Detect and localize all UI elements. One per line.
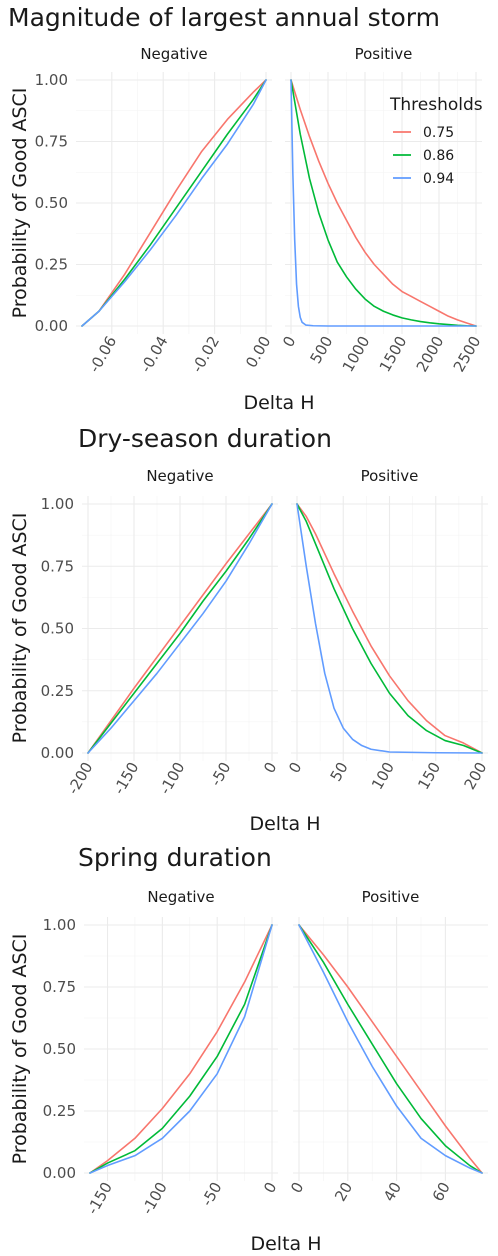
panel-negative: Negative 0.00 0.25 0.50 0.75 1.00 -150 -100 -50 0 — [43, 888, 281, 1217]
x-tick-label: 50 — [327, 759, 352, 785]
series-line-075 — [87, 503, 273, 754]
y-tick-label: 1.00 — [41, 495, 74, 513]
y-tick-label: 0.75 — [35, 133, 68, 151]
x-tick-label: -0.04 — [137, 333, 172, 376]
series-line-094 — [296, 503, 483, 754]
x-tick-label: 2500 — [450, 333, 485, 375]
panel-negative: Negative 0.00 0.25 0.50 0.75 1.00 -200 -150 -100… — [41, 467, 281, 797]
x-tick-label: 150 — [414, 759, 444, 793]
y-axis-title: Probability of Good ASCI — [9, 513, 31, 744]
x-tick-label: 20 — [331, 1179, 356, 1205]
x-tick-label: 1500 — [376, 333, 411, 375]
x-tick-label: 40 — [380, 1179, 405, 1205]
series-line-086 — [296, 503, 483, 754]
chart-title: Spring duration — [78, 843, 272, 872]
x-axis-title: Delta H — [249, 813, 320, 835]
x-tick-label: -150 — [110, 759, 143, 797]
panel-positive: Positive 0 20 40 60 — [287, 888, 488, 1205]
panel-positive: Positive 0 50 100 150 200 — [285, 467, 490, 793]
legend-label: 0.75 — [423, 125, 454, 141]
y-tick-label: 0.25 — [41, 682, 74, 700]
y-axis-title: Probability of Good ASCI — [9, 88, 31, 319]
x-tick-label: -150 — [83, 1179, 116, 1217]
x-tick-label: -0.06 — [85, 333, 120, 376]
x-tick-label: -100 — [156, 759, 189, 797]
legend-title: Thresholds — [389, 95, 483, 115]
y-tick-label: 0.00 — [43, 1164, 76, 1182]
y-tick-label: 0.25 — [43, 1102, 76, 1120]
x-tick-label: 0 — [260, 1179, 280, 1196]
series-line-075 — [298, 924, 483, 1174]
x-tick-label: 1000 — [339, 333, 374, 375]
y-axis-title: Probability of Good ASCI — [9, 934, 31, 1165]
series-line-075 — [89, 924, 273, 1174]
y-tick-label: 0.25 — [35, 256, 68, 274]
x-tick-label: 60 — [429, 1179, 454, 1205]
series-line-094 — [87, 503, 273, 754]
strip-label: Positive — [361, 467, 419, 485]
x-tick-label: -50 — [198, 1179, 226, 1209]
x-tick-label: 500 — [307, 333, 337, 367]
x-tick-label: 2000 — [413, 333, 448, 375]
series-line-094 — [81, 79, 267, 327]
x-tick-label: -50 — [207, 759, 235, 789]
x-tick-label: 0.00 — [242, 333, 274, 371]
series-line-094 — [298, 924, 483, 1174]
x-axis-title: Delta H — [243, 392, 314, 414]
chart-3: Spring duration Negative 0.00 0.25 0.50 0.75 1… — [9, 843, 488, 1255]
x-tick-label: -200 — [64, 759, 97, 797]
y-tick-label: 0.00 — [35, 317, 68, 335]
strip-label: Negative — [146, 467, 213, 485]
strip-label: Negative — [140, 45, 207, 63]
x-tick-label: -100 — [138, 1179, 171, 1217]
series-line-086 — [298, 924, 483, 1174]
series-line-086 — [290, 79, 477, 327]
x-axis-title: Delta H — [250, 1233, 321, 1255]
legend-label: 0.94 — [423, 171, 454, 187]
strip-label: Positive — [355, 45, 413, 63]
x-tick-label: 200 — [461, 759, 491, 793]
chart-2: Dry-season duration Negative 0.00 0.25 0.50 0… — [9, 424, 490, 835]
series-line-075 — [296, 503, 483, 754]
y-tick-label: 0.50 — [43, 1040, 76, 1058]
x-tick-label: 0 — [260, 759, 280, 776]
y-tick-label: 0.50 — [35, 194, 68, 212]
panel-positive: Positive 0 500 1000 1500 2000 2500 — [279, 45, 484, 375]
y-tick-label: 1.00 — [43, 916, 76, 934]
x-tick-label: 0 — [279, 333, 299, 350]
series-line-094 — [89, 924, 273, 1174]
y-tick-label: 1.00 — [35, 71, 68, 89]
strip-label: Negative — [147, 888, 214, 906]
panel-negative: Negative 0.00 0.25 0.50 0.75 1.00 -0.06 -0.04 -0… — [35, 45, 275, 376]
x-tick-label: 100 — [368, 759, 398, 793]
chart-title: Magnitude of largest annual storm — [8, 3, 440, 32]
x-tick-label: 0 — [287, 1179, 307, 1196]
series-line-075 — [81, 79, 267, 327]
y-tick-label: 0.75 — [43, 978, 76, 996]
x-tick-label: -0.02 — [188, 333, 223, 376]
y-tick-label: 0.00 — [41, 744, 74, 762]
series-line-086 — [89, 924, 273, 1174]
series-line-094 — [290, 79, 477, 327]
series-line-086 — [87, 503, 273, 754]
series-line-075 — [290, 79, 477, 327]
x-tick-label: 0 — [285, 759, 305, 776]
chart-1: Magnitude of largest annual storm Negativ… — [8, 3, 484, 414]
chart-title: Dry-season duration — [78, 424, 332, 453]
legend-label: 0.86 — [423, 148, 454, 164]
y-tick-label: 0.50 — [41, 620, 74, 638]
legend: Thresholds 0.75 0.86 0.94 — [389, 95, 483, 187]
y-tick-label: 0.75 — [41, 557, 74, 575]
strip-label: Positive — [362, 888, 420, 906]
